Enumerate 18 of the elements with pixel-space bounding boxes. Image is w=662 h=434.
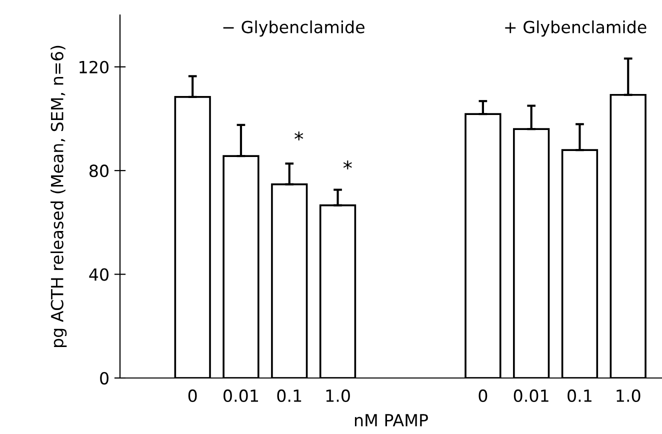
y-tick-label: 80 — [90, 164, 108, 178]
y-tick-label: 0 — [100, 372, 108, 385]
y-tick-label: 40 — [89, 268, 108, 281]
y-axis-title: pg ACTH released (Mean, SEM, n=6) — [50, 46, 67, 348]
x-tick-label: 1.0 — [616, 389, 640, 402]
x-tick-label: 1.0 — [326, 389, 350, 402]
annotation: − Glybenclamide — [223, 20, 364, 37]
annotation: * — [343, 160, 352, 170]
x-tick-label: 0 — [478, 389, 488, 402]
annotation: * — [294, 132, 304, 140]
x-tick-label: 0.1 — [568, 389, 592, 402]
annotation: + Glybenclamide — [505, 20, 646, 37]
x-tick-label: 0.01 — [514, 389, 548, 402]
x-tick-label: 0.1 — [277, 389, 302, 402]
y-tick-label: 120 — [80, 60, 108, 74]
x-tick-label: 0 — [188, 389, 197, 402]
x-tick-label: 0.01 — [224, 389, 258, 402]
x-axis-title: nM PAMP — [354, 414, 428, 426]
